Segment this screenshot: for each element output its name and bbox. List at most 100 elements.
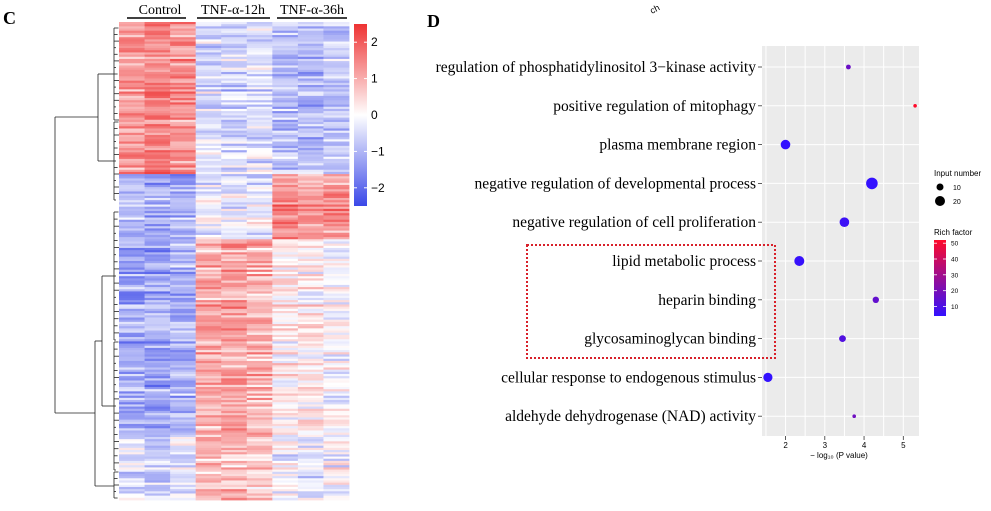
heatmap-cell [170, 204, 197, 208]
heatmap-cell [195, 143, 222, 147]
heatmap-cell [297, 495, 324, 499]
heatmap-cell [119, 436, 145, 440]
heatmap-cell [323, 219, 350, 223]
heatmap-cell [144, 189, 171, 192]
heatmap-cell [246, 250, 273, 253]
heatmap-cell [323, 387, 350, 390]
heatmap-cell [119, 478, 145, 481]
heatmap-cell [119, 24, 145, 27]
heatmap-cell [119, 67, 145, 71]
heatmap-cell [221, 100, 248, 103]
heatmap-cell [195, 158, 222, 162]
heatmap-cell [272, 52, 299, 55]
heatmap-cell [272, 387, 299, 390]
heatmap-cell [297, 278, 324, 281]
heatmap-cell [144, 408, 171, 412]
heatmap-cell [144, 124, 171, 127]
heatmap-cell [323, 469, 350, 473]
heatmap-cell [246, 80, 273, 84]
heatmap-cell [119, 332, 145, 336]
heatmap-cell [119, 324, 145, 327]
heatmap-cell [246, 56, 273, 60]
heatmap-cell [221, 345, 248, 349]
heatmap-cell [144, 445, 171, 449]
heatmap-cell [221, 471, 248, 475]
heatmap-cell [246, 232, 273, 236]
heatmap-cell [272, 91, 299, 95]
heatmap-cell [144, 428, 171, 431]
heatmap-cell [221, 50, 248, 53]
heatmap-cell [221, 245, 248, 249]
heatmap-cell [323, 367, 350, 371]
heatmap-cell [221, 174, 248, 177]
heatmap-cell [119, 211, 145, 214]
heatmap-cell [195, 421, 222, 425]
heatmap-cell [246, 128, 273, 132]
heatmap-cell [272, 271, 299, 275]
heatmap-cell [170, 400, 197, 403]
heatmap-cell [144, 234, 171, 238]
heatmap-cell [323, 41, 350, 45]
heatmap-cell [144, 52, 171, 55]
heatmap-cell [195, 265, 222, 268]
heatmap-cell [221, 341, 248, 344]
heatmap-cell [144, 30, 171, 34]
heatmap-cell [272, 176, 299, 179]
heatmap-cell [144, 497, 171, 501]
heatmap-cell [170, 365, 197, 368]
heatmap-cell [297, 352, 324, 355]
heatmap-cell [119, 134, 145, 138]
heatmap-cell [119, 22, 145, 25]
heatmap-cell [246, 465, 273, 468]
heatmap-cell [272, 213, 299, 216]
heatmap-cell [144, 363, 171, 366]
heatmap-cell [323, 104, 350, 108]
heatmap-cell [272, 476, 299, 479]
legend-size-dot-20 [935, 196, 945, 206]
heatmap-cell [297, 406, 324, 410]
heatmap-cell [144, 419, 171, 423]
heatmap-cell [297, 130, 324, 134]
heatmap-cell [272, 489, 299, 492]
heatmap-cell [323, 174, 350, 177]
heatmap-cell [170, 80, 197, 84]
heatmap-cell [221, 252, 248, 255]
heatmap-cell [119, 480, 145, 484]
heatmap-cell [170, 104, 197, 108]
heatmap-cell [144, 128, 171, 132]
heatmap-cell [221, 71, 248, 75]
heatmap-cell [144, 402, 171, 405]
heatmap-cell [246, 415, 273, 418]
heatmap-cell [119, 495, 145, 499]
heatmap-cell [144, 332, 171, 336]
heatmap-cell [170, 497, 197, 501]
heatmap-cell [221, 373, 248, 377]
heatmap-cell [323, 193, 350, 197]
heatmap-cell [170, 78, 197, 82]
heatmap-cell [323, 247, 350, 251]
heatmap-cell [195, 406, 222, 410]
heatmap-cell [297, 356, 324, 360]
heatmap-cell [195, 156, 222, 160]
heatmap-cell [119, 269, 145, 273]
heatmap-cell [272, 132, 299, 136]
heatmap-cell [221, 130, 248, 134]
heatmap-cell [272, 65, 299, 69]
heatmap-cell [144, 193, 171, 197]
heatmap-cell [246, 328, 273, 331]
heatmap-cell [144, 182, 171, 186]
heatmap-cell [323, 82, 350, 86]
heatmap-cell [144, 306, 171, 310]
heatmap-cell [246, 280, 273, 284]
heatmap-cell [297, 339, 324, 342]
heatmap-cell [144, 447, 171, 451]
heatmap-cell [144, 278, 171, 281]
heatmap-cell [221, 167, 248, 171]
heatmap-panel: C Control TNF-α-12h TNF-α-36h 210−1−2 [3, 3, 385, 501]
heatmap-cell [246, 271, 273, 275]
heatmap-cell [170, 339, 197, 342]
heatmap-cell [246, 32, 273, 36]
heatmap-cell [144, 337, 171, 340]
heatmap-cell [144, 452, 171, 455]
heatmap-cell [221, 291, 248, 294]
